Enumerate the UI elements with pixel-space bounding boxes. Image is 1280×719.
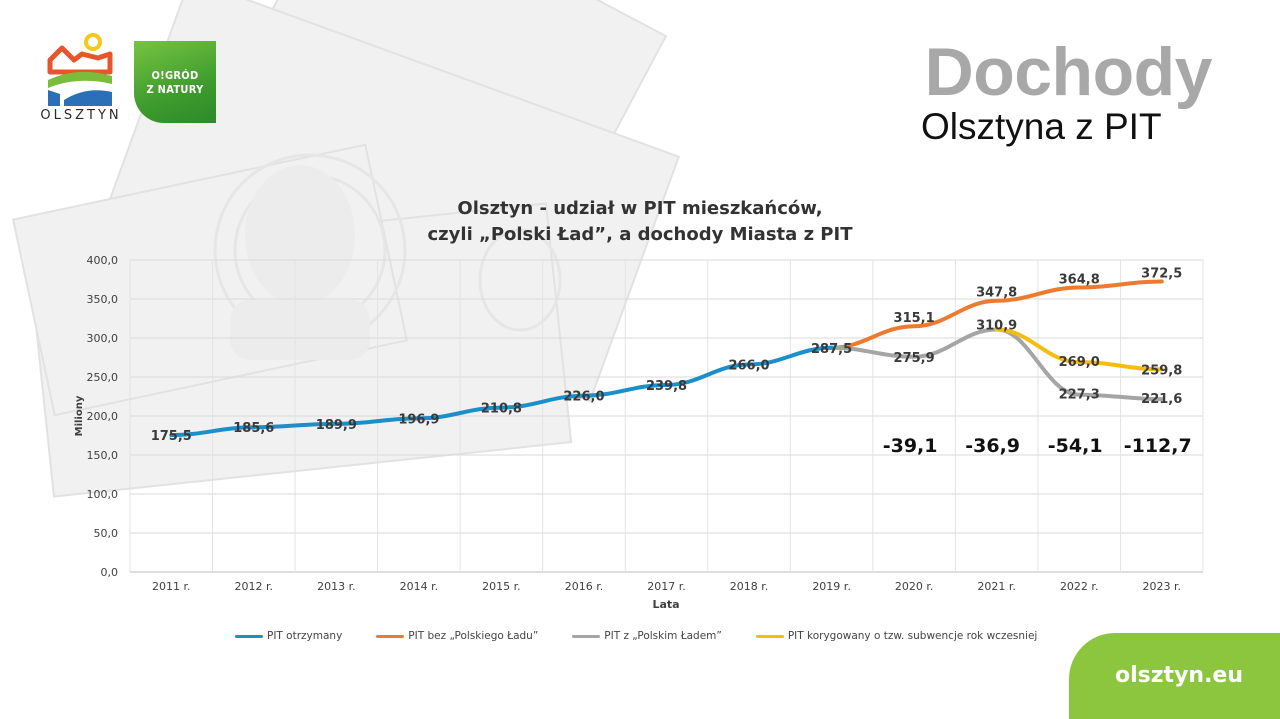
x-axis-label: Lata [652,598,679,611]
olsztyn-logo-mark-icon [47,33,113,106]
y-tick-label: 0,0 [101,566,119,579]
legend-label: PIT korygowany o tzw. subwencje rok wcze… [787,630,1038,642]
ogrod-z-natury-logo: O!GRÓD Z NATURY [134,41,216,123]
y-tick-label: 50,0 [94,527,119,540]
data-label: 227,3 [1059,388,1100,403]
legend-swatch [755,634,784,638]
page-title: Dochody [924,34,1213,110]
data-label: 372,5 [1141,266,1182,281]
y-tick-label: 300,0 [87,332,119,345]
series-line-1 [829,279,1164,350]
data-label: 287,5 [811,342,852,357]
y-tick-label: 200,0 [87,410,119,423]
series-line-3 [994,327,1164,372]
legend-swatch [572,634,601,638]
y-tick-label: 100,0 [87,488,119,501]
chart-title-line: Olsztyn - udział w PIT mieszkańców, [457,198,822,219]
legend-swatch [376,634,405,638]
x-tick-label: 2023 r. [1142,580,1181,593]
page-subtitle: Olsztyna z PIT [921,106,1162,147]
logo-garden-line1: O!GRÓD [151,69,199,82]
data-label: 310,9 [976,318,1017,333]
data-label: 185,6 [233,421,274,436]
data-label: 266,0 [728,359,769,374]
x-tick-label: 2022 r. [1060,580,1099,593]
data-label: 239,8 [646,379,687,394]
difference-label: -36,9 [965,435,1020,457]
x-tick-label: 2013 r. [317,580,356,593]
data-label: 364,8 [1059,272,1100,287]
website-badge[interactable]: olsztyn.eu [1069,633,1280,719]
data-label: 315,1 [894,311,935,326]
data-label: 269,0 [1059,355,1100,370]
x-tick-label: 2017 r. [647,580,686,593]
website-link[interactable]: olsztyn.eu [1115,663,1244,688]
data-label: 210,8 [481,402,522,417]
legend-item: PIT otrzymany [235,630,342,642]
difference-label: -54,1 [1048,435,1103,457]
data-label: 259,8 [1141,363,1182,378]
chart-title-line: czyli „Polski Ład”, a dochody Miasta z P… [428,224,854,245]
olsztyn-logo-text: OLSZTYN [40,108,122,123]
legend-label: PIT otrzymany [267,630,343,642]
y-tick-label: 250,0 [87,371,119,384]
y-tick-label: 350,0 [87,293,119,306]
difference-label: -39,1 [883,435,938,457]
data-label: 275,9 [894,351,935,366]
legend-swatch [235,634,263,638]
legend-label: PIT z „Polskim Ładem” [604,630,722,642]
difference-label: -112,7 [1124,435,1192,457]
data-label: 189,9 [316,418,357,433]
x-tick-label: 2021 r. [977,580,1016,593]
series-line-0 [169,345,834,438]
x-tick-label: 2014 r. [400,580,439,593]
data-label: 196,9 [398,412,439,427]
legend-label: PIT bez „Polskiego Ładu” [408,630,539,642]
x-tick-label: 2020 r. [895,580,934,593]
legend-item: PIT bez „Polskiego Ładu” [376,630,538,642]
logo-garden-line2: Z NATURY [146,83,204,96]
olsztyn-logo: OLSZTYN [38,28,128,128]
x-tick-label: 2011 r. [152,580,191,593]
y-tick-label: 400,0 [87,254,119,267]
data-label: 221,6 [1141,392,1182,407]
legend-item: PIT korygowany o tzw. subwencje rok wcze… [755,630,1038,642]
x-tick-label: 2019 r. [812,580,851,593]
x-tick-label: 2015 r. [482,580,521,593]
legend-item: PIT z „Polskim Ładem” [572,630,722,642]
x-tick-label: 2012 r. [235,580,274,593]
y-tick-label: 150,0 [87,449,119,462]
data-label: 347,8 [976,286,1017,301]
x-tick-label: 2018 r. [730,580,769,593]
y-axis-label: Miliony [74,395,85,436]
x-tick-label: 2016 r. [565,580,604,593]
data-label: 175,5 [151,429,192,444]
data-label: 226,0 [563,390,604,405]
chart-legend: PIT otrzymany PIT bez „Polskiego Ładu” PIT… [235,630,1037,642]
